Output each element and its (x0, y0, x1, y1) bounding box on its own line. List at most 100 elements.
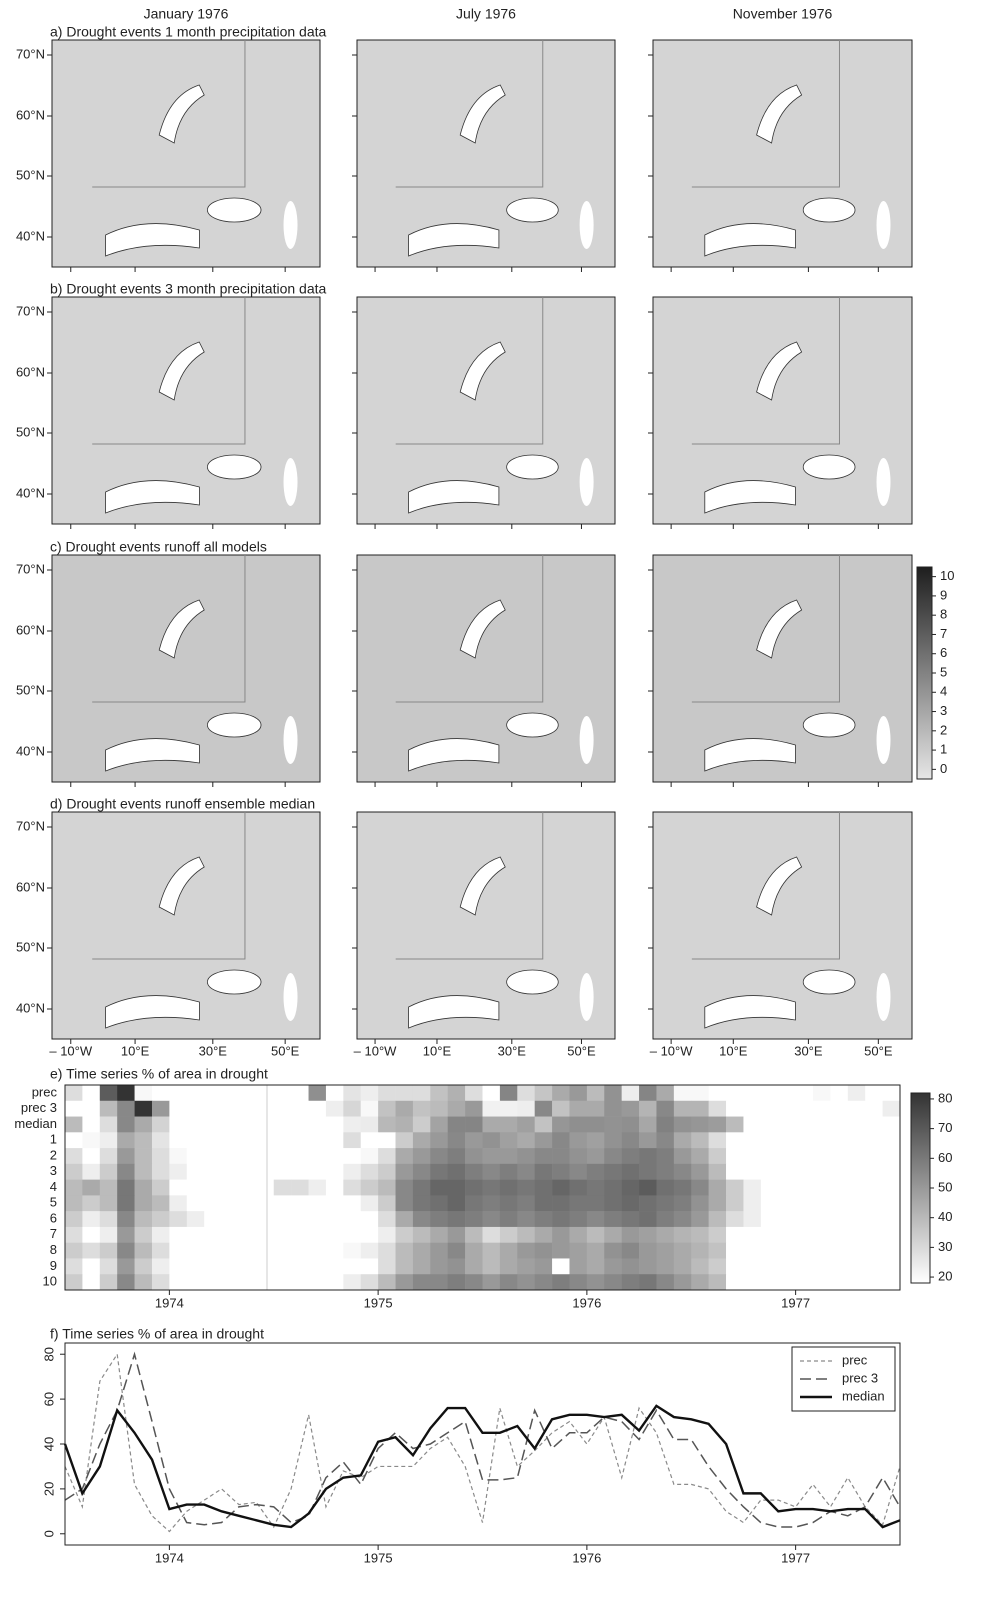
heat-cell (378, 1243, 396, 1259)
heat-cell (326, 1180, 344, 1196)
heat-cell (222, 1258, 240, 1274)
heat-cell (204, 1227, 222, 1243)
heat-cell (465, 1164, 483, 1180)
heat-cell (535, 1195, 553, 1211)
heat-cell (169, 1180, 187, 1196)
heat-cell (587, 1148, 605, 1164)
heat-cell (100, 1132, 118, 1148)
heat-cell (883, 1274, 901, 1290)
heat-cell (326, 1132, 344, 1148)
heat-cell (604, 1164, 622, 1180)
heat-cell (865, 1148, 883, 1164)
colorbar-label: 80 (938, 1090, 952, 1105)
heat-cell (343, 1132, 361, 1148)
heat-cell (674, 1132, 692, 1148)
heat-cell (378, 1117, 396, 1133)
heat-cell (361, 1132, 379, 1148)
heat-cell (465, 1274, 483, 1290)
heat-cell (274, 1101, 292, 1117)
colorbar-label: 8 (940, 607, 947, 622)
heat-cell (152, 1117, 170, 1133)
heat-cell (796, 1195, 814, 1211)
heat-cell (813, 1180, 831, 1196)
heat-cell (361, 1195, 379, 1211)
heat-cell (639, 1211, 657, 1227)
heat-cell (326, 1085, 344, 1101)
heat-cell (830, 1243, 848, 1259)
heat-cell (187, 1101, 205, 1117)
heat-cell (761, 1274, 779, 1290)
heat-cell (222, 1148, 240, 1164)
heat-cell (743, 1085, 761, 1101)
heat-cell (326, 1164, 344, 1180)
plot-frame (65, 1343, 900, 1545)
heat-cell (239, 1085, 257, 1101)
heat-cell (796, 1101, 814, 1117)
heat-cell (430, 1085, 448, 1101)
colorbar-label: 9 (940, 587, 947, 602)
heat-cell (743, 1258, 761, 1274)
heat-cell (500, 1085, 518, 1101)
heat-cell (552, 1195, 570, 1211)
x-tick-label: 1977 (781, 1295, 810, 1310)
chart-title: f) Time series % of area in drought (50, 1326, 264, 1342)
heat-cell (587, 1180, 605, 1196)
heat-cell (796, 1258, 814, 1274)
heat-cell (848, 1085, 866, 1101)
heat-cell (535, 1117, 553, 1133)
heat-cell (778, 1117, 796, 1133)
heat-cell (448, 1132, 466, 1148)
heat-cell (204, 1258, 222, 1274)
heat-cell (656, 1117, 674, 1133)
heat-cell (778, 1085, 796, 1101)
lon-label: 50°E (567, 1043, 596, 1058)
heat-cell (187, 1164, 205, 1180)
lon-label: 30°E (199, 1043, 228, 1058)
heat-cell (222, 1117, 240, 1133)
heat-cell (674, 1101, 692, 1117)
heat-cell (691, 1195, 709, 1211)
heat-cell (204, 1180, 222, 1196)
heat-cell (517, 1243, 535, 1259)
heat-cell (761, 1195, 779, 1211)
heat-cell (274, 1243, 292, 1259)
heat-cell (135, 1258, 153, 1274)
heat-cell (604, 1132, 622, 1148)
heat-cell (552, 1148, 570, 1164)
heat-cell (726, 1117, 744, 1133)
heat-cell (117, 1274, 135, 1290)
sea (207, 713, 261, 737)
heat-cell (517, 1148, 535, 1164)
heat-cell (761, 1132, 779, 1148)
heat-cell (656, 1227, 674, 1243)
heat-cell (865, 1132, 883, 1148)
heat-cell (691, 1148, 709, 1164)
heat-cell (378, 1211, 396, 1227)
heat-cell (709, 1243, 727, 1259)
heat-cell (169, 1117, 187, 1133)
heat-cell (309, 1211, 327, 1227)
heat-cell (222, 1101, 240, 1117)
heat-cell (517, 1274, 535, 1290)
heat-cell (726, 1274, 744, 1290)
heat-cell (326, 1101, 344, 1117)
heat-cell (117, 1148, 135, 1164)
heat-cell (743, 1117, 761, 1133)
heat-cell (622, 1243, 640, 1259)
heat-cell (65, 1243, 83, 1259)
heat-cell (813, 1117, 831, 1133)
sea (207, 198, 261, 222)
heat-cell (256, 1258, 274, 1274)
heat-cell (82, 1258, 100, 1274)
heat-cell (500, 1132, 518, 1148)
heat-cell (465, 1180, 483, 1196)
heat-cell (204, 1132, 222, 1148)
heat-cell (761, 1101, 779, 1117)
heat-cell (830, 1211, 848, 1227)
heat-cell (569, 1274, 587, 1290)
heat-cell (778, 1211, 796, 1227)
legend-label: prec 3 (842, 1370, 878, 1385)
lon-label: – 10°W (354, 1043, 398, 1058)
heat-cell (883, 1180, 901, 1196)
heat-cell (813, 1211, 831, 1227)
